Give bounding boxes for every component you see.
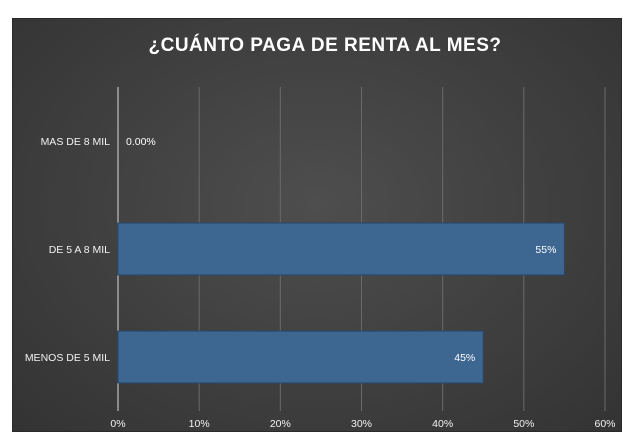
data-label: 55%: [535, 244, 556, 256]
labels: 0% 10% 20% 30% 40% 50% 60% MAS DE 8 MIL 0.00% DE …: [25, 136, 616, 430]
data-label: 0.00%: [126, 136, 156, 148]
x-tick-label: 30%: [351, 418, 372, 430]
bar: [117, 330, 484, 384]
x-tick-label: 0%: [110, 418, 125, 430]
x-tick-label: 40%: [432, 418, 453, 430]
chart-area: ¿CUÁNTO PAGA DE RENTA AL MES? 0% 10% 20% 30…: [12, 18, 622, 432]
bar: [117, 222, 565, 276]
bars: [117, 222, 565, 384]
chart-title: ¿CUÁNTO PAGA DE RENTA AL MES?: [149, 34, 502, 56]
category-label: MAS DE 8 MIL: [41, 136, 111, 148]
category-label: DE 5 A 8 MIL: [49, 244, 110, 256]
x-tick-label: 60%: [594, 418, 615, 430]
x-tick-label: 20%: [270, 418, 291, 430]
bar-chart: ¿CUÁNTO PAGA DE RENTA AL MES? 0% 10% 20% 30…: [25, 34, 616, 430]
x-tick-label: 10%: [189, 418, 210, 430]
x-tick-label: 50%: [513, 418, 534, 430]
data-label: 45%: [454, 352, 475, 364]
category-label: MENOS DE 5 MIL: [25, 352, 110, 364]
